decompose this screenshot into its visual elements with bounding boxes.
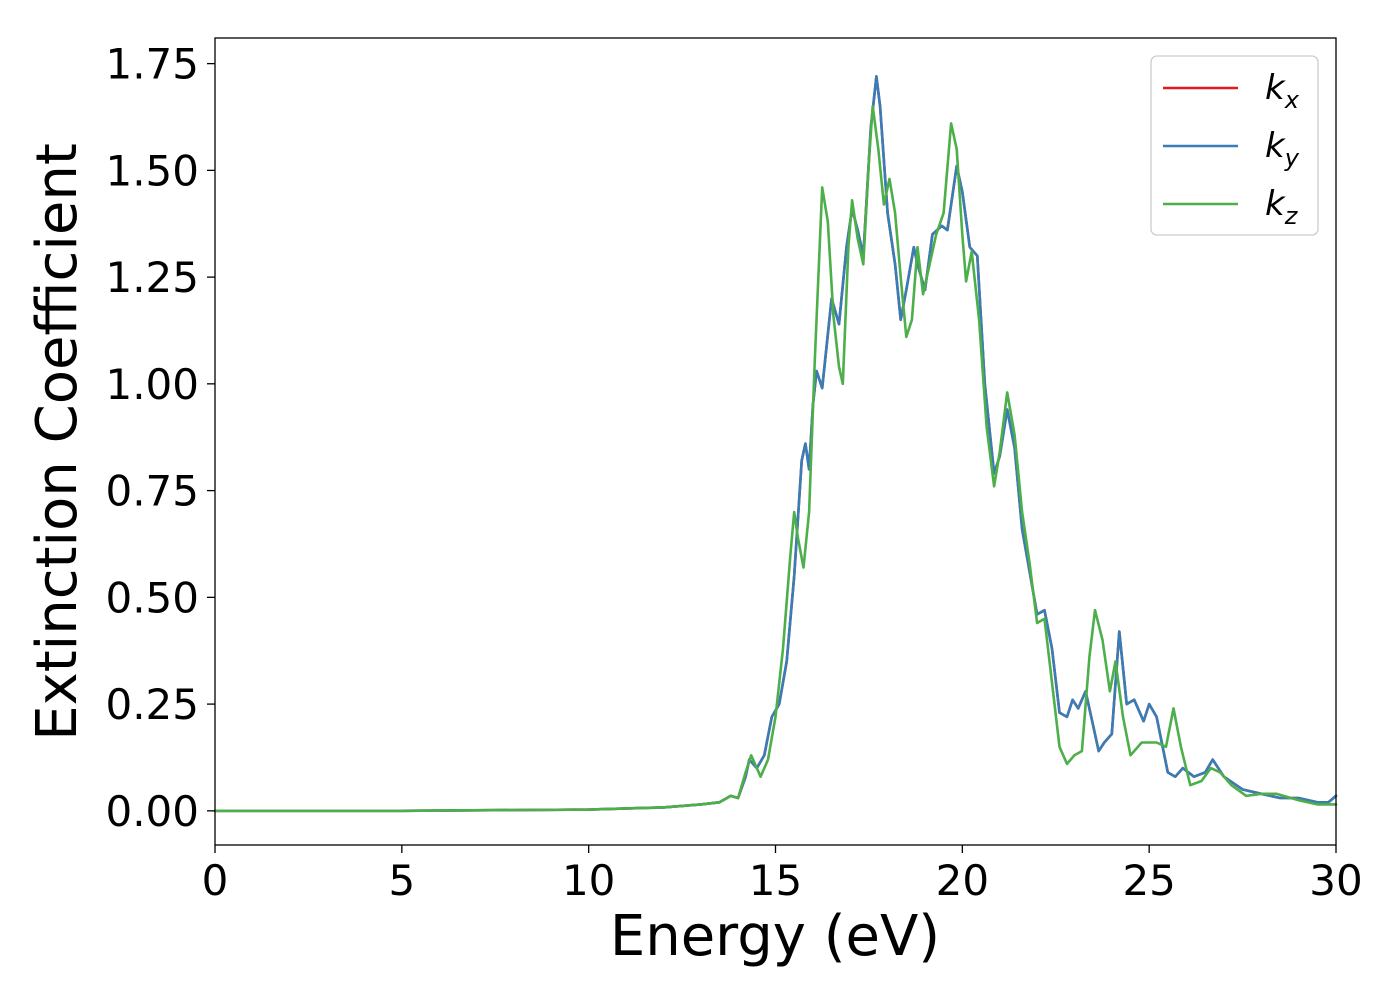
series-line-k-z [213,105,1338,813]
x-tick-label: 20 [936,856,989,905]
x-tick-label: 10 [562,856,615,905]
y-tick-label: 1.00 [105,360,199,409]
x-tick-label: 15 [749,856,802,905]
x-axis-title: Energy (eV) [610,904,940,969]
series-layer [213,75,1338,813]
plot-frame [214,37,1337,846]
y-tick-label: 1.25 [105,253,199,302]
x-tick-label: 25 [1122,856,1175,905]
y-tick-label: 0.25 [105,680,199,729]
x-axis-ticks: 0 5 10 15 20 25 30 [202,845,1363,905]
y-axis-title: Extinction Coefficient [25,143,90,741]
y-axis-ticks: 0.00 0.25 0.50 0.75 1.00 1.25 1.50 1.75 [105,40,215,836]
x-tick-label: 30 [1309,856,1362,905]
x-tick-label: 0 [202,856,229,905]
y-tick-label: 0.75 [105,467,199,516]
y-tick-label: 1.75 [105,40,199,89]
x-tick-label: 5 [388,856,415,905]
y-tick-label: 0.50 [105,573,199,622]
y-tick-label: 1.50 [105,146,199,195]
y-tick-label: 0.00 [105,787,199,836]
